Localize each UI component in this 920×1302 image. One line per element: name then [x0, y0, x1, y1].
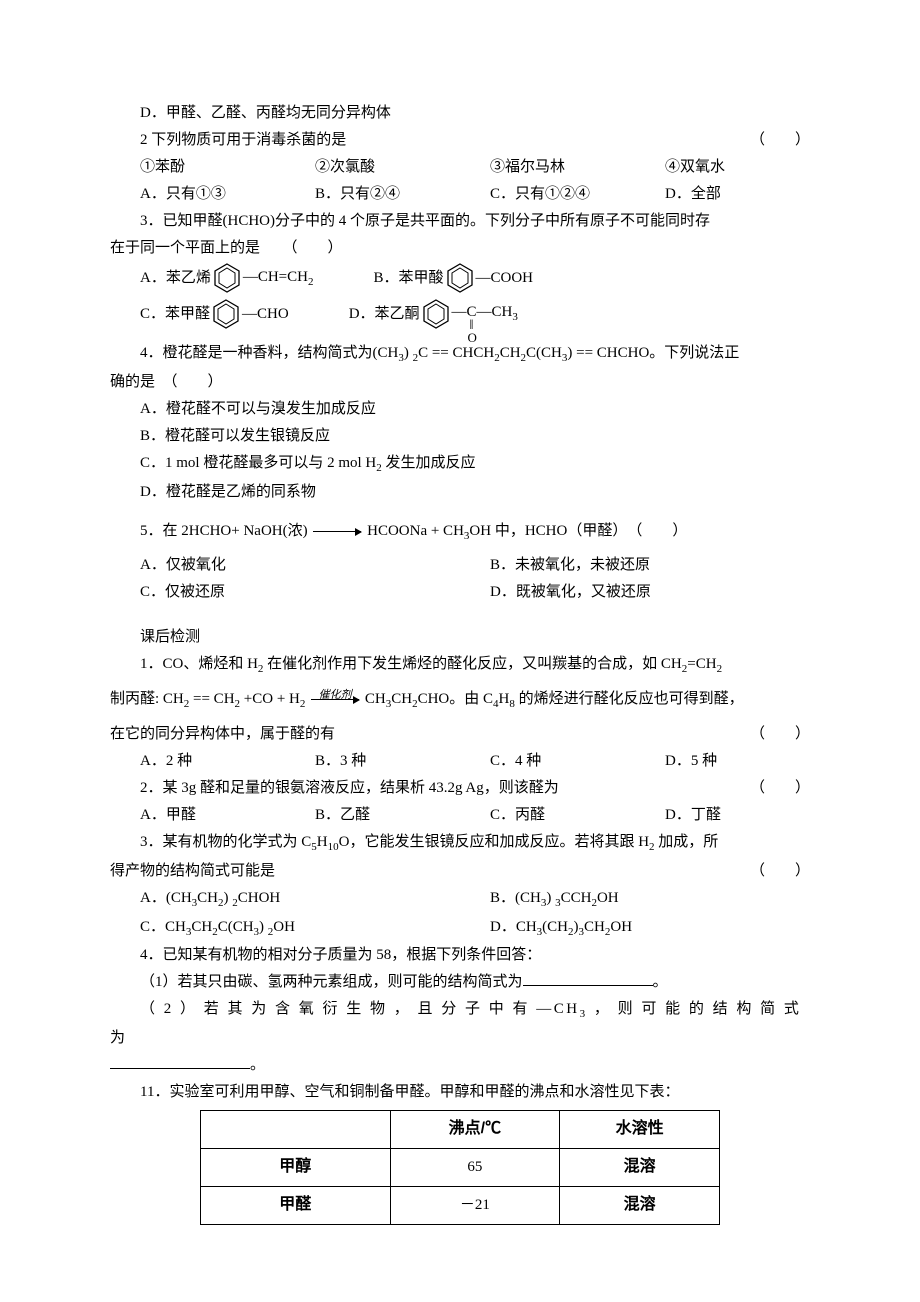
q3-opt-b: B．苯甲酸 —COOH — [373, 262, 533, 294]
p2-opt-b: B．乙醛 — [285, 802, 460, 829]
q2-opt-d: D．全部 — [635, 181, 810, 208]
q2-item-2: ②次氯酸 — [285, 154, 460, 181]
q2-item-1: ①苯酚 — [110, 154, 285, 181]
p3-opts-row2: C．CH3CH2C(CH3) 2OH D．CH3(CH2)3CH2OH — [110, 914, 810, 943]
p3-line2: 得产物的结构简式可能是 — [110, 858, 750, 885]
p2-stem: 2．某 3g 醛和足量的银氨溶液反应，结果析 43.2g Ag，则该醛为 — [110, 775, 720, 802]
blank-line — [110, 1053, 250, 1069]
reaction-arrow-icon — [313, 531, 361, 532]
q5-opt-c: C．仅被还原 — [110, 579, 460, 606]
table-head-sol: 水溶性 — [560, 1111, 720, 1149]
q3-b-sub: —COOH — [476, 265, 534, 292]
q3-stem-b: 在于同一个平面上的是 （ ） — [110, 235, 810, 262]
table-cell: 混溶 — [560, 1186, 720, 1224]
p1-opt-d: D．5 种 — [635, 748, 810, 775]
q4-opt-d: D．橙花醛是乙烯的同系物 — [110, 479, 810, 506]
p1-line3-row: 在它的同分异构体中，属于醛的有 （ ） — [110, 721, 810, 748]
p1-line3: 在它的同分异构体中，属于醛的有 — [110, 721, 750, 748]
q3-stem-a: 3．已知甲醛(HCHO)分子中的 4 个原子是共平面的。下列分子中所有原子不可能… — [110, 208, 810, 235]
p11-stem: 11．实验室可利用甲醇、空气和铜制备甲醛。甲醇和甲醛的沸点和水溶性见下表： — [110, 1079, 810, 1106]
p2-opt-c: C．丙醛 — [460, 802, 635, 829]
q3-a-sub: —CH=CH2 — [243, 264, 314, 293]
p1-opts: A．2 种 B．3 种 C．4 种 D．5 种 — [110, 748, 810, 775]
reaction-arrow-icon: 催化剂 — [311, 699, 359, 700]
q3-row-1: A．苯乙烯 —CH=CH2 B．苯甲酸 —COOH — [110, 262, 810, 294]
q4-stem-b: 确的是 （ ） — [110, 369, 810, 396]
benzene-icon — [213, 262, 241, 294]
p3-line1: 3．某有机物的化学式为 C5H10O，它能发生银镜反应和加成反应。若将其跟 H2… — [110, 829, 810, 858]
p3-opt-a: A．(CH3CH2) 2CHOH — [110, 885, 460, 914]
p4-sub2: （ 2 ） 若 其 为 含 氧 衍 生 物 ， 且 分 子 中 有 —CH3 ，… — [110, 996, 810, 1052]
p3-line2-row: 得产物的结构简式可能是 （ ） — [110, 858, 810, 885]
benzene-icon — [446, 262, 474, 294]
q5-stem: 5．在 2HCHO+ NaOH(浓) HCOONa + CH3OH 中，HCHO… — [110, 518, 810, 547]
table-head-blank — [201, 1111, 391, 1149]
p1-opt-c: C．4 种 — [460, 748, 635, 775]
p3-opt-d: D．CH3(CH2)3CH2OH — [460, 914, 810, 943]
p1-line2: 制丙醛: CH2 == CH2 +CO + H2 催化剂 CH3CH2CHO。由… — [110, 686, 810, 715]
q4-opt-a: A．橙花醛不可以与溴发生加成反应 — [110, 396, 810, 423]
q3-opt-a: A．苯乙烯 —CH=CH2 — [140, 262, 313, 294]
q3-b-label: B．苯甲酸 — [373, 265, 443, 292]
q3-a-label: A．苯乙烯 — [140, 265, 211, 292]
q2-opt-b: B．只有②④ — [285, 181, 460, 208]
p3-opts-row1: A．(CH3CH2) 2CHOH B．(CH3) 3CCH2OH — [110, 885, 810, 914]
q2-items: ①苯酚 ②次氯酸 ③福尔马林 ④双氧水 — [110, 154, 810, 181]
q3-opt-d: D．苯乙酮 —C—CH3 ‖ O — [349, 298, 518, 330]
q2-opt-c: C．只有①②④ — [460, 181, 635, 208]
q3-opt-c: C．苯甲醛 —CHO — [140, 298, 289, 330]
q2-stem: 2 下列物质可用于消毒杀菌的是 — [110, 127, 720, 154]
properties-table: 沸点/℃ 水溶性 甲醇 65 混溶 甲醛 －21 混溶 — [200, 1110, 720, 1224]
p1-opt-b: B．3 种 — [285, 748, 460, 775]
q2-item-3: ③福尔马林 — [460, 154, 635, 181]
p2-stem-row: 2．某 3g 醛和足量的银氨溶液反应，结果析 43.2g Ag，则该醛为 （ ） — [110, 775, 810, 802]
p2-opt-d: D．丁醛 — [635, 802, 810, 829]
p2-opts: A．甲醛 B．乙醛 C．丙醛 D．丁醛 — [110, 802, 810, 829]
p2-paren: （ ） — [720, 775, 810, 802]
table-cell: 混溶 — [560, 1148, 720, 1186]
q5-opts-row1: A．仅被氧化 B．未被氧化，未被还原 — [110, 552, 810, 579]
q5-opt-b: B．未被氧化，未被还原 — [460, 552, 810, 579]
table-row: 甲醇 65 混溶 — [201, 1148, 720, 1186]
q2-opt-a: A．只有①③ — [110, 181, 285, 208]
q5-opt-d: D．既被氧化，又被还原 — [460, 579, 810, 606]
q1-option-d: D．甲醛、乙醛、丙醛均无同分异构体 — [110, 100, 810, 127]
q4-opt-c: C．1 mol 橙花醛最多可以与 2 mol H2 发生加成反应 — [110, 450, 810, 479]
q4-opt-b: B．橙花醛可以发生银镜反应 — [110, 423, 810, 450]
q3-c-sub: —CHO — [242, 301, 289, 328]
after-class-header: 课后检测 — [110, 624, 810, 651]
table-row: 甲醛 －21 混溶 — [201, 1186, 720, 1224]
p1-opt-a: A．2 种 — [110, 748, 285, 775]
q3-d-sub: —C—CH3 ‖ O — [452, 305, 518, 323]
benzene-icon — [212, 298, 240, 330]
q2-item-4: ④双氧水 — [635, 154, 810, 181]
p3-opt-c: C．CH3CH2C(CH3) 2OH — [110, 914, 460, 943]
q2-opts: A．只有①③ B．只有②④ C．只有①②④ D．全部 — [110, 181, 810, 208]
benzene-icon — [422, 298, 450, 330]
p1-line1: 1．CO、烯烃和 H2 在催化剂作用下发生烯烃的醛化反应，又叫羰基的合成，如 C… — [110, 651, 810, 680]
q5-opts-row2: C．仅被还原 D．既被氧化，又被还原 — [110, 579, 810, 606]
table-cell: 甲醇 — [201, 1148, 391, 1186]
p3-paren: （ ） — [750, 858, 810, 885]
p4-sub2-blank: 。 — [110, 1052, 810, 1079]
table-head-bp: 沸点/℃ — [390, 1111, 560, 1149]
table-cell: 甲醛 — [201, 1186, 391, 1224]
q3-row-2: C．苯甲醛 —CHO D．苯乙酮 —C—CH3 ‖ O — [110, 298, 810, 330]
table-head-row: 沸点/℃ 水溶性 — [201, 1111, 720, 1149]
q3-c-label: C．苯甲醛 — [140, 301, 210, 328]
q2-stem-row: 2 下列物质可用于消毒杀菌的是 （ ） — [110, 127, 810, 154]
p1-paren: （ ） — [750, 721, 810, 748]
q5-opt-a: A．仅被氧化 — [110, 552, 460, 579]
p2-opt-a: A．甲醛 — [110, 802, 285, 829]
q3-d-label: D．苯乙酮 — [349, 301, 420, 328]
table-cell: 65 — [390, 1148, 560, 1186]
q4-stem-a: 4．橙花醛是一种香料，结构简式为(CH3) 2C == CHCH2CH2C(CH… — [110, 340, 810, 369]
q2-paren: （ ） — [720, 127, 810, 154]
table-cell: －21 — [390, 1186, 560, 1224]
blank-line — [523, 970, 653, 986]
p3-opt-b: B．(CH3) 3CCH2OH — [460, 885, 810, 914]
p4-stem: 4．已知某有机物的相对分子质量为 58，根据下列条件回答： — [110, 942, 810, 969]
p4-sub1: （1）若其只由碳、氢两种元素组成，则可能的结构简式为。 — [110, 969, 810, 996]
